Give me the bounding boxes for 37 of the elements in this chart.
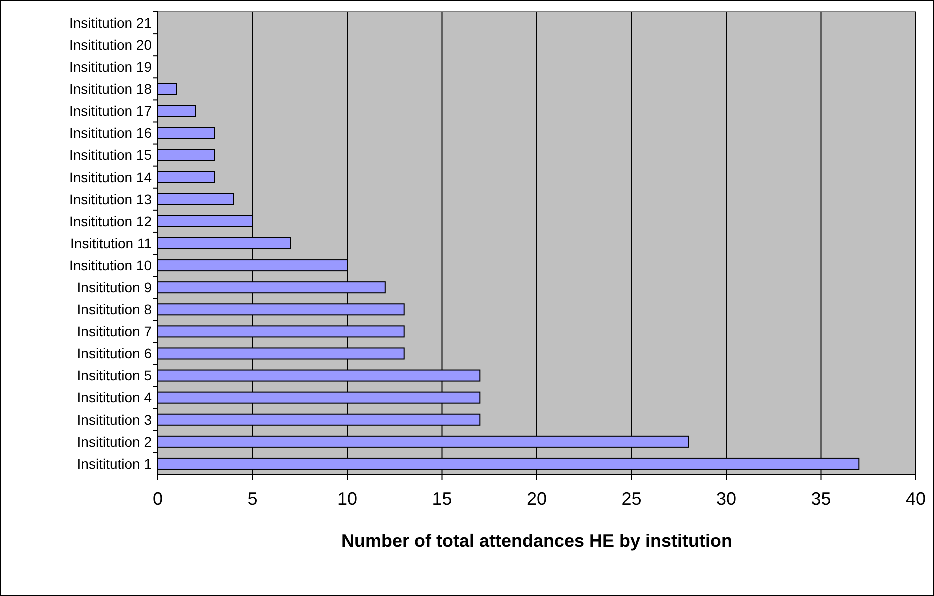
y-tick-label: Insititution 16 (70, 125, 152, 142)
bar (158, 149, 216, 162)
y-tick-label: Insititution 10 (70, 257, 152, 274)
y-tick-label: Insititution 5 (77, 368, 152, 384)
y-tick-label: Insititution 14 (70, 169, 152, 186)
x-tick-label: 20 (526, 489, 548, 509)
y-tick-label: Insititution 6 (77, 346, 152, 362)
x-tick-label: 10 (337, 489, 358, 509)
y-tick-label: Insititution 7 (77, 324, 152, 340)
x-tick-label: 5 (248, 489, 258, 509)
bar (158, 127, 216, 140)
x-tick-label: 30 (716, 489, 737, 509)
x-axis-title: Number of total attendances HE by institution (341, 531, 733, 551)
y-tick-label: Insititution 1 (77, 456, 152, 472)
x-tick-label: 0 (152, 489, 164, 509)
y-tick-label: Insititution 13 (70, 191, 152, 208)
y-tick-label: Insititution 21 (70, 14, 152, 31)
x-tick-label: 40 (906, 489, 926, 509)
x-tick-label: 35 (811, 489, 832, 509)
y-tick-label: Insititution 20 (70, 36, 152, 53)
bar (158, 105, 196, 118)
y-tick-label: Insititution 12 (70, 213, 152, 230)
y-tick-label: Insititution 2 (77, 434, 152, 450)
y-tick-label: Insititution 9 (77, 279, 152, 296)
y-tick-label: Insititution 8 (77, 302, 152, 318)
y-tick-label: Insititution 19 (70, 59, 152, 76)
bar (158, 193, 234, 206)
y-tick-label: Insititution 18 (70, 81, 152, 98)
x-tick-label: 15 (432, 489, 452, 509)
x-tick-label: 25 (622, 489, 642, 509)
y-tick-label: Insititution 3 (77, 412, 152, 428)
y-tick-label: Insititution 11 (70, 235, 152, 252)
y-tick-label: Insititution 15 (70, 147, 152, 164)
bar (158, 171, 216, 184)
bar (158, 83, 178, 96)
y-tick-label: Insititution 4 (77, 390, 152, 406)
y-tick-label: Insititution 17 (70, 103, 152, 120)
